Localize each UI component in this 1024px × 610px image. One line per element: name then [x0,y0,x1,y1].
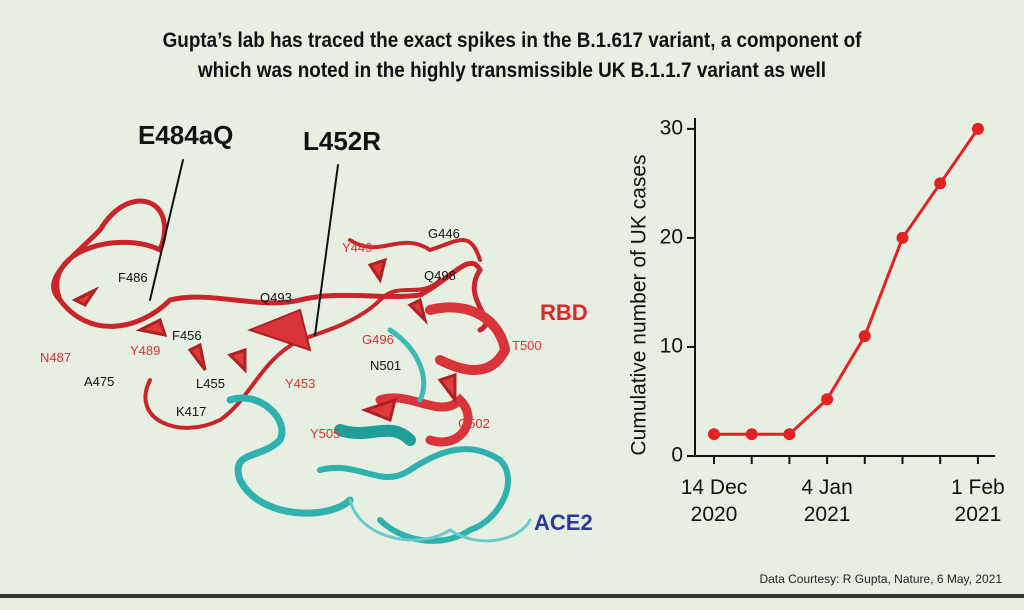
residue-label: Y453 [285,376,315,391]
residue-label: A475 [84,374,114,389]
point [821,393,834,406]
point [896,231,909,244]
y-tick-label: 20 [660,225,683,248]
residue-label: G446 [428,226,460,241]
y-tick-label: 10 [660,335,683,358]
residue-label: Y449 [342,240,372,255]
residue-label: Y489 [130,343,160,358]
protein-illustration [51,159,532,544]
y-tick-label: 0 [671,444,683,467]
point [745,428,758,441]
x-tick-label: 14 Dec 2020 [680,476,748,526]
residue-label: N501 [370,358,401,373]
domain-label: RBD [540,300,588,325]
footer: Data Courtesy: R Gupta, Nature, 6 May, 2… [759,572,1002,586]
protein-labels: E484aQ L452R F486 Y449 G446 Q498 Q493 F4… [40,120,593,535]
title-line: Gupta’s lab has traced the exact spikes … [162,29,862,52]
title: Gupta’s lab has traced the exact spikes … [51,26,973,86]
residue-label: F456 [172,328,202,343]
point [783,428,796,441]
point [858,330,871,343]
residue-label: N487 [40,350,71,365]
residue-label: T500 [512,338,542,353]
divider [0,594,1024,598]
residue-label: L455 [196,376,225,391]
residue-label: Q498 [424,268,456,283]
residue-label: K417 [176,404,206,419]
residue-label: Y505 [310,426,340,441]
residue-label: G502 [458,416,490,431]
point [971,122,984,135]
residue-label: G496 [362,332,394,347]
mutation-label: L452R [303,126,381,156]
y-axis-label: Cumulative number of UK cases [628,154,651,455]
title-line: which was noted in the highly transmissi… [197,59,827,82]
domain-label: ACE2 [534,510,593,535]
mutation-label: E484aQ [138,120,233,150]
y-tick-label: 30 [660,116,683,139]
point [934,177,947,190]
x-tick-label: 1 Feb 2021 [951,476,1005,526]
point [708,428,720,441]
x-tick-label: 4 Jan 2021 [801,476,853,526]
line [714,128,980,436]
residue-label: Q493 [260,290,292,305]
residue-label: F486 [118,270,148,285]
